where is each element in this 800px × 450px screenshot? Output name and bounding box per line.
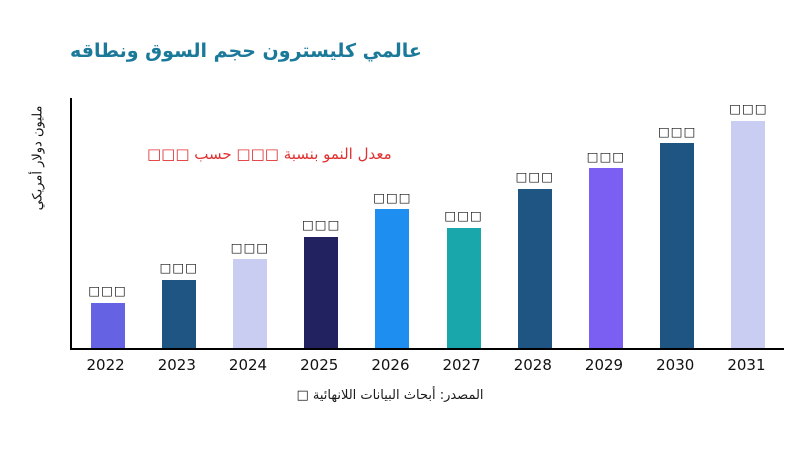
bar-slot: □□□ <box>143 98 214 348</box>
chart-title: عالمي كليسترون حجم السوق ونطاقه <box>70 40 422 62</box>
bar-slot: □□□ <box>214 98 285 348</box>
bar-2025 <box>304 236 339 348</box>
bar-value-label: □□□ <box>230 239 270 255</box>
bar-value-label: □□□ <box>373 189 412 205</box>
bar-2023 <box>161 279 196 348</box>
bars-container: □□□ □□□ □□□ □□□ □□□ □□□ □□□ □□□ □□□ □□□ <box>72 98 784 348</box>
bar-2031 <box>731 120 766 348</box>
bar-2029 <box>589 168 624 348</box>
x-tick-2030: 2030 <box>656 356 695 374</box>
x-tick-2024: 2024 <box>228 356 268 374</box>
bar-slot: □□□ <box>713 98 784 348</box>
source-caption: المصدر: أبحاث البيانات اللانهائية □ <box>296 388 484 403</box>
plot-area: □□□ □□□ □□□ □□□ □□□ □□□ □□□ □□□ □□□ □□□ <box>70 98 784 350</box>
bar-2030 <box>660 143 695 348</box>
bar-slot: □□□ <box>286 98 357 348</box>
bar-value-label: □□□ <box>586 148 626 164</box>
bar-slot: □□□ <box>499 98 570 348</box>
bar-2022 <box>90 302 125 348</box>
bar-slot: □□□ <box>642 98 713 348</box>
bar-value-label: □□□ <box>301 217 341 233</box>
x-tick-2023: 2023 <box>157 356 196 374</box>
x-tick-2027: 2027 <box>442 356 481 374</box>
x-tick-2031: 2031 <box>727 356 766 374</box>
bar-value-label: □□□ <box>729 101 768 117</box>
x-tick-2025: 2025 <box>300 356 339 374</box>
x-tick-2028: 2028 <box>513 356 552 374</box>
bar-slot: □□□ <box>72 98 143 348</box>
x-tick-2022: 2022 <box>86 356 125 374</box>
bar-value-label: □□□ <box>658 123 697 139</box>
x-axis-tick-labels: 2022 2023 2024 2025 2026 2027 2028 2029 2030 2031 <box>70 356 782 374</box>
bar-value-label: □□□ <box>444 208 483 224</box>
bar-2028 <box>517 188 552 348</box>
bar-2024 <box>233 259 267 348</box>
bar-slot: □□□ <box>357 98 428 348</box>
bar-slot: □□□ <box>428 98 499 348</box>
growth-rate-annotation: معدل النمو بنسبة □□□ حسب □□□ <box>147 145 392 163</box>
bar-value-label: □□□ <box>88 283 127 299</box>
bar-slot: □□□ <box>570 98 641 348</box>
bar-value-label: □□□ <box>159 260 199 276</box>
y-axis-title: مليون دولار أمريكي <box>30 105 46 211</box>
bar-value-label: □□□ <box>515 169 555 185</box>
x-tick-2029: 2029 <box>584 356 624 374</box>
bar-2027 <box>446 227 481 348</box>
bar-2026 <box>375 209 410 348</box>
x-tick-2026: 2026 <box>371 356 410 374</box>
